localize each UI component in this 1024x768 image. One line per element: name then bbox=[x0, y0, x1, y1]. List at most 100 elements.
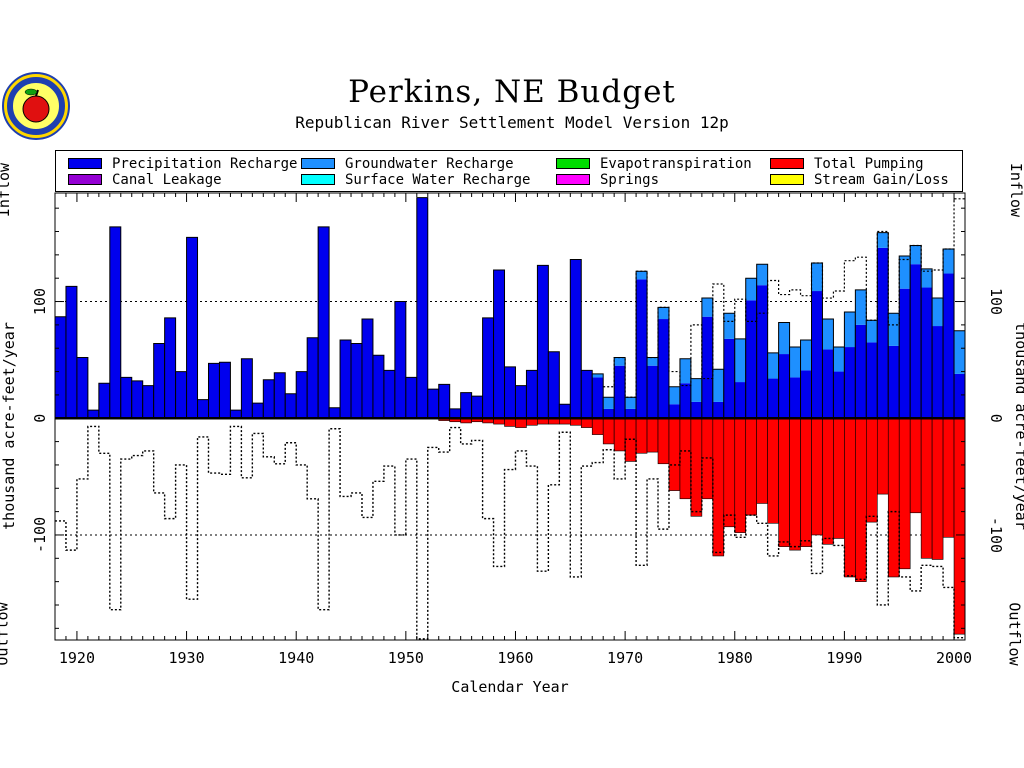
bar-precipitation-1918 bbox=[55, 316, 66, 419]
bar-pumping-1972 bbox=[646, 417, 659, 453]
bar-precipitation-1939 bbox=[285, 393, 297, 419]
left-units-label: thousand acre-feet/year bbox=[0, 322, 18, 530]
bar-pumping-1974 bbox=[668, 417, 681, 491]
bar-pumping-1992 bbox=[866, 417, 878, 523]
bar-precipitation-1943 bbox=[329, 407, 341, 419]
bar-precipitation-1952 bbox=[427, 389, 439, 419]
bar-precipitation-1990 bbox=[844, 347, 856, 419]
bar-precipitation-1941 bbox=[307, 337, 319, 419]
bar-precipitation-1966 bbox=[581, 370, 593, 419]
bar-precipitation-1997 bbox=[921, 287, 933, 419]
bar-outline-1958 bbox=[493, 269, 506, 419]
bar-precipitation-1975 bbox=[679, 383, 691, 419]
bar-precipitation-1996 bbox=[910, 264, 922, 419]
bar-pumping-1971 bbox=[635, 417, 648, 454]
bar-groundwater-1990 bbox=[844, 312, 856, 348]
bar-precipitation-1971 bbox=[636, 279, 648, 419]
bar-precipitation-1925 bbox=[131, 380, 143, 419]
legend-swatch-surface bbox=[301, 174, 335, 185]
bar-pumping-1960 bbox=[515, 417, 527, 428]
bar-groundwater-1989 bbox=[833, 347, 845, 372]
net-outflow-line bbox=[55, 425, 965, 640]
bar-groundwater-1981 bbox=[745, 278, 757, 301]
bar-precipitation-1981 bbox=[745, 300, 757, 419]
bar-groundwater-1979 bbox=[723, 313, 735, 339]
bar-precipitation-1998 bbox=[932, 326, 944, 419]
bar-outline-1963 bbox=[547, 351, 560, 419]
bar-precipitation-1950 bbox=[405, 377, 417, 419]
legend-swatch-stream bbox=[770, 174, 804, 185]
bar-outline-1920 bbox=[76, 357, 89, 419]
bar-pumping-1973 bbox=[657, 417, 670, 465]
bar-precipitation-1984 bbox=[778, 354, 790, 419]
y-tick-label-right: -100 bbox=[987, 517, 1005, 553]
bar-precipitation-1932 bbox=[208, 363, 220, 419]
bar-pumping-1988 bbox=[822, 417, 834, 545]
bar-groundwater-2000 bbox=[954, 330, 965, 374]
bar-precipitation-1987 bbox=[811, 291, 823, 419]
bar-precipitation-1974 bbox=[668, 404, 680, 419]
bar-pumping-1998 bbox=[931, 417, 944, 560]
legend-label: Total Pumping bbox=[814, 156, 924, 172]
y-tick-label-right: 0 bbox=[987, 414, 1005, 423]
bar-precipitation-1942 bbox=[318, 226, 330, 419]
legend-label: Springs bbox=[600, 172, 660, 188]
bar-groundwater-1995 bbox=[899, 256, 911, 289]
bar-precipitation-1936 bbox=[252, 403, 264, 419]
bar-pumping-1979 bbox=[723, 417, 736, 528]
bar-pumping-1978 bbox=[712, 417, 725, 557]
right-inflow-label: Inflow bbox=[1007, 162, 1024, 218]
bar-precipitation-1919 bbox=[65, 286, 77, 419]
bar-groundwater-1968 bbox=[603, 397, 615, 409]
legend-label: Canal Leakage bbox=[112, 172, 222, 188]
legend-swatch-pumping bbox=[770, 158, 804, 169]
bar-groundwater-1991 bbox=[855, 289, 867, 325]
bar-precipitation-1949 bbox=[394, 301, 406, 419]
bar-precipitation-1924 bbox=[120, 377, 132, 419]
legend-item-canal: Canal Leakage bbox=[68, 172, 222, 188]
bar-precipitation-1992 bbox=[866, 342, 878, 419]
legend-item-pumping: Total Pumping bbox=[770, 156, 924, 172]
bar-precipitation-1977 bbox=[701, 316, 713, 419]
bar-pumping-1967 bbox=[591, 417, 604, 435]
bar-groundwater-1973 bbox=[658, 307, 669, 320]
bar-groundwater-1984 bbox=[778, 322, 790, 355]
bar-pumping-1980 bbox=[734, 417, 747, 533]
bar-precipitation-1923 bbox=[109, 226, 121, 419]
bar-precipitation-1965 bbox=[570, 259, 582, 419]
bar-precipitation-1985 bbox=[789, 377, 801, 419]
bar-pumping-1969 bbox=[613, 417, 626, 452]
bar-precipitation-1926 bbox=[142, 385, 154, 419]
bar-groundwater-1987 bbox=[811, 263, 823, 292]
bar-outline-1982 bbox=[756, 263, 769, 419]
bar-precipitation-1933 bbox=[219, 362, 231, 419]
bar-precipitation-1964 bbox=[559, 404, 571, 419]
bar-precipitation-1934 bbox=[230, 410, 242, 419]
bar-precipitation-1973 bbox=[658, 319, 669, 419]
bar-precipitation-1927 bbox=[153, 343, 165, 419]
bar-pumping-1986 bbox=[800, 417, 812, 547]
bar-groundwater-1996 bbox=[910, 245, 922, 265]
plot-frame bbox=[54, 192, 966, 641]
bar-groundwater-1976 bbox=[690, 378, 702, 402]
bar-precipitation-1986 bbox=[800, 370, 812, 419]
bar-precipitation-1961 bbox=[526, 370, 538, 419]
bar-pumping-1966 bbox=[580, 417, 593, 428]
right-outflow-label: Outflow bbox=[1005, 602, 1024, 666]
x-tick-label: 1950 bbox=[388, 649, 424, 667]
bar-outline-1951 bbox=[416, 197, 429, 419]
bar-precipitation-1944 bbox=[340, 340, 352, 419]
bar-precipitation-1954 bbox=[449, 408, 461, 419]
bar-pumping-1984 bbox=[778, 417, 790, 547]
bar-precipitation-1972 bbox=[647, 365, 659, 419]
x-axis-label: Calendar Year bbox=[451, 678, 568, 696]
bar-groundwater-1988 bbox=[822, 319, 834, 350]
usgs-seal-logo bbox=[2, 72, 70, 140]
x-tick-label: 1930 bbox=[169, 649, 205, 667]
bar-precipitation-1940 bbox=[296, 371, 308, 419]
bar-outline-1928 bbox=[164, 317, 177, 419]
bar-precipitation-2000 bbox=[954, 373, 965, 419]
bar-pumping-1995 bbox=[898, 417, 911, 570]
bar-groundwater-1992 bbox=[866, 320, 878, 343]
